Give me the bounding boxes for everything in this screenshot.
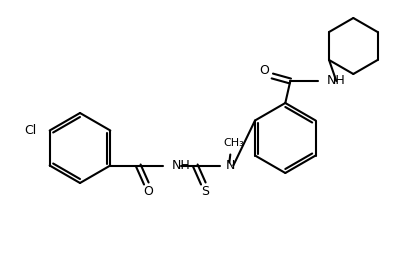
Text: NH: NH: [326, 75, 345, 87]
Text: CH₃: CH₃: [223, 139, 244, 148]
Text: Cl: Cl: [24, 124, 37, 137]
Text: N: N: [225, 159, 235, 172]
Text: NH: NH: [171, 159, 190, 172]
Text: O: O: [143, 185, 153, 198]
Text: S: S: [201, 185, 209, 198]
Text: O: O: [259, 65, 269, 77]
